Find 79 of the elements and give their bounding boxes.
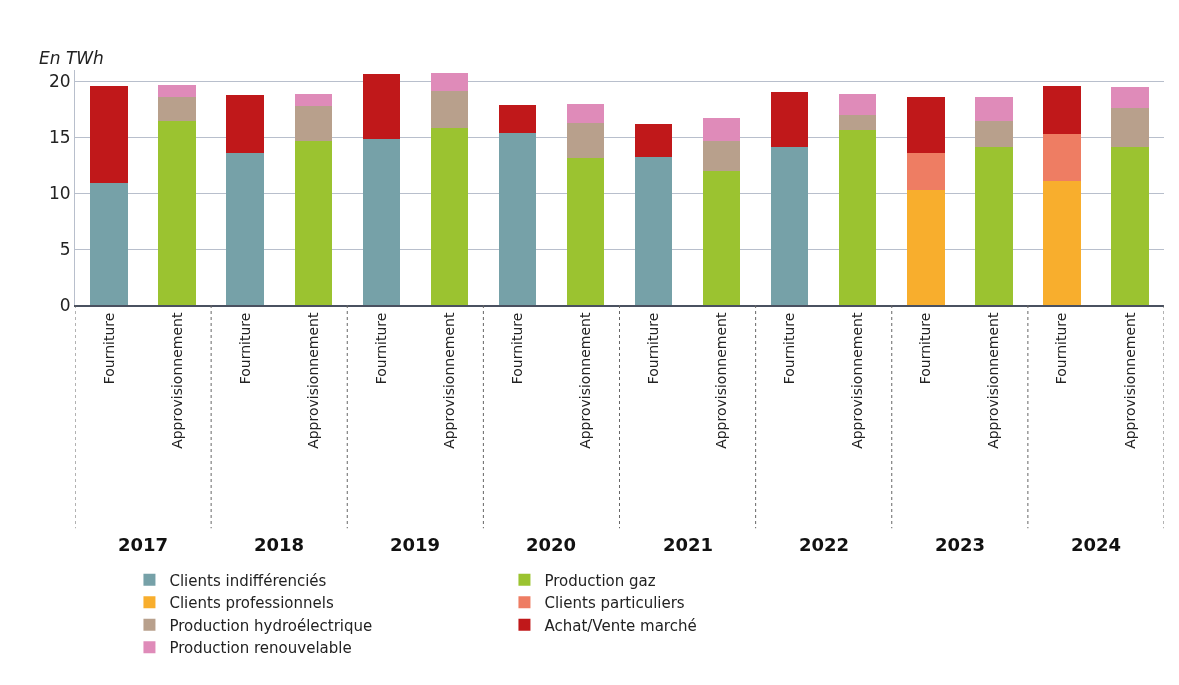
bar bbox=[702, 140, 741, 171]
bar bbox=[566, 103, 605, 123]
bar bbox=[362, 139, 400, 305]
x-tick-label: Approvisionnement bbox=[713, 312, 730, 449]
x-tick-label: Approvisionnement bbox=[440, 312, 457, 449]
x-tick-label: Fourniture bbox=[236, 312, 253, 385]
bar bbox=[294, 105, 332, 141]
bar bbox=[294, 93, 332, 106]
y-axis-title: En TWh bbox=[39, 48, 104, 68]
bar bbox=[226, 94, 264, 153]
text: 2019 bbox=[390, 534, 441, 555]
bar bbox=[702, 118, 741, 141]
x-tick-label: Fourniture bbox=[645, 312, 662, 385]
legend-label: Clients professionnels bbox=[169, 594, 334, 613]
bar bbox=[975, 147, 1013, 305]
x-tick-label: Fourniture bbox=[508, 312, 525, 385]
bar bbox=[362, 74, 400, 140]
bar bbox=[907, 152, 945, 190]
bar bbox=[1111, 86, 1149, 109]
text: 2017 bbox=[118, 534, 169, 555]
bar bbox=[1111, 108, 1149, 148]
x-tick-label: Approvisionnement bbox=[985, 312, 1002, 449]
bar bbox=[498, 104, 537, 133]
bar bbox=[839, 130, 877, 305]
x-tick-label: Fourniture bbox=[917, 312, 934, 385]
text: 2018 bbox=[254, 534, 305, 555]
bar bbox=[975, 96, 1013, 122]
x-tick-label: Fourniture bbox=[781, 312, 798, 385]
text: 2021 bbox=[663, 534, 714, 555]
legend-label: Production hydroélectrique bbox=[169, 616, 373, 635]
y-tick-label: 20 bbox=[48, 71, 71, 92]
bar bbox=[770, 147, 809, 305]
bar bbox=[1043, 133, 1081, 181]
x-tick-label: Approvisionnement bbox=[849, 312, 866, 449]
bar bbox=[907, 189, 945, 305]
bar bbox=[430, 128, 469, 305]
x-tick-label: Fourniture bbox=[1053, 312, 1070, 385]
bar bbox=[498, 132, 537, 305]
bar bbox=[702, 170, 741, 305]
bar bbox=[907, 96, 945, 153]
bar bbox=[158, 96, 196, 122]
legend-label: Achat/Vente marché bbox=[544, 616, 697, 635]
bar bbox=[430, 73, 469, 92]
bar bbox=[839, 114, 877, 131]
y-tick-label: 0 bbox=[59, 294, 71, 315]
bar bbox=[1043, 180, 1081, 305]
bar bbox=[294, 140, 332, 305]
bar bbox=[566, 122, 605, 159]
text: 2023 bbox=[935, 534, 986, 555]
x-tick-label: Approvisionnement bbox=[168, 312, 185, 449]
x-tick-label: Fourniture bbox=[372, 312, 389, 385]
bar bbox=[430, 91, 469, 129]
bar bbox=[839, 93, 877, 115]
bar bbox=[634, 157, 673, 305]
x-tick-label: Fourniture bbox=[100, 312, 117, 385]
bar bbox=[158, 121, 196, 305]
x-tick-label: Approvisionnement bbox=[577, 312, 594, 449]
y-tick-label: 5 bbox=[59, 239, 71, 259]
x-tick-label: Approvisionnement bbox=[1121, 312, 1138, 449]
text: 2022 bbox=[799, 534, 850, 555]
legend-label: Clients indifférenciés bbox=[169, 571, 327, 590]
bar bbox=[770, 92, 809, 148]
text: 2020 bbox=[526, 534, 577, 555]
bar bbox=[90, 85, 128, 184]
legend-label: Production gaz bbox=[544, 571, 656, 590]
x-tick-label: Approvisionnement bbox=[304, 312, 321, 449]
bar bbox=[634, 123, 673, 158]
bar bbox=[158, 84, 196, 97]
legend-label: Clients particuliers bbox=[544, 594, 685, 613]
bar bbox=[566, 158, 605, 305]
y-tick-label: 10 bbox=[48, 183, 71, 204]
bar bbox=[1111, 147, 1149, 305]
y-tick-label: 15 bbox=[48, 127, 71, 148]
bar bbox=[1043, 85, 1081, 134]
text: 2024 bbox=[1071, 534, 1122, 555]
legend-label: Production renouvelable bbox=[169, 639, 352, 658]
bar bbox=[226, 152, 264, 305]
bar bbox=[90, 183, 128, 305]
bar bbox=[975, 121, 1013, 148]
